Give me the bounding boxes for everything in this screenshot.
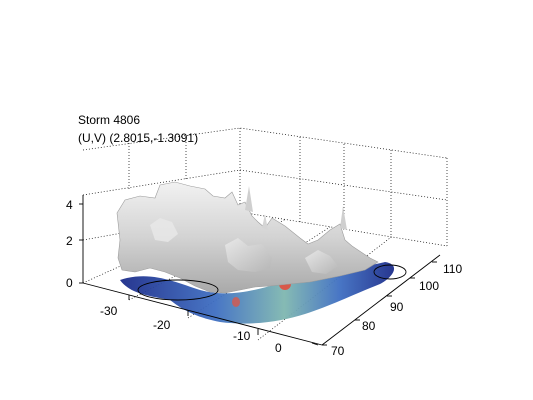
x-axis-line (82, 282, 323, 346)
axes (82, 195, 441, 346)
tick-marks (79, 203, 437, 346)
y-tick-label: 100 (419, 279, 439, 293)
chart-title: Storm 4806 (78, 113, 140, 127)
x-tick-label: -30 (100, 304, 118, 318)
z-tick-label: 0 (66, 276, 73, 290)
y-axis-line (321, 254, 441, 346)
isosurface (116, 181, 379, 294)
chart-subtitle: (U,V) (2.8015,-1.3091) (78, 131, 198, 145)
floor-ellipses (137, 264, 407, 301)
x-tick-label: 0 (275, 341, 282, 355)
y-tick-label: 110 (443, 262, 462, 276)
x-tick-label: -20 (153, 318, 171, 332)
z-tick-label: 2 (66, 234, 73, 248)
x-tick-label: -10 (233, 329, 251, 343)
y-tick-label: 90 (390, 300, 404, 314)
z-tick-label: 4 (66, 198, 73, 212)
y-tick-label: 70 (331, 344, 345, 358)
y-tick-label: 80 (362, 319, 376, 333)
